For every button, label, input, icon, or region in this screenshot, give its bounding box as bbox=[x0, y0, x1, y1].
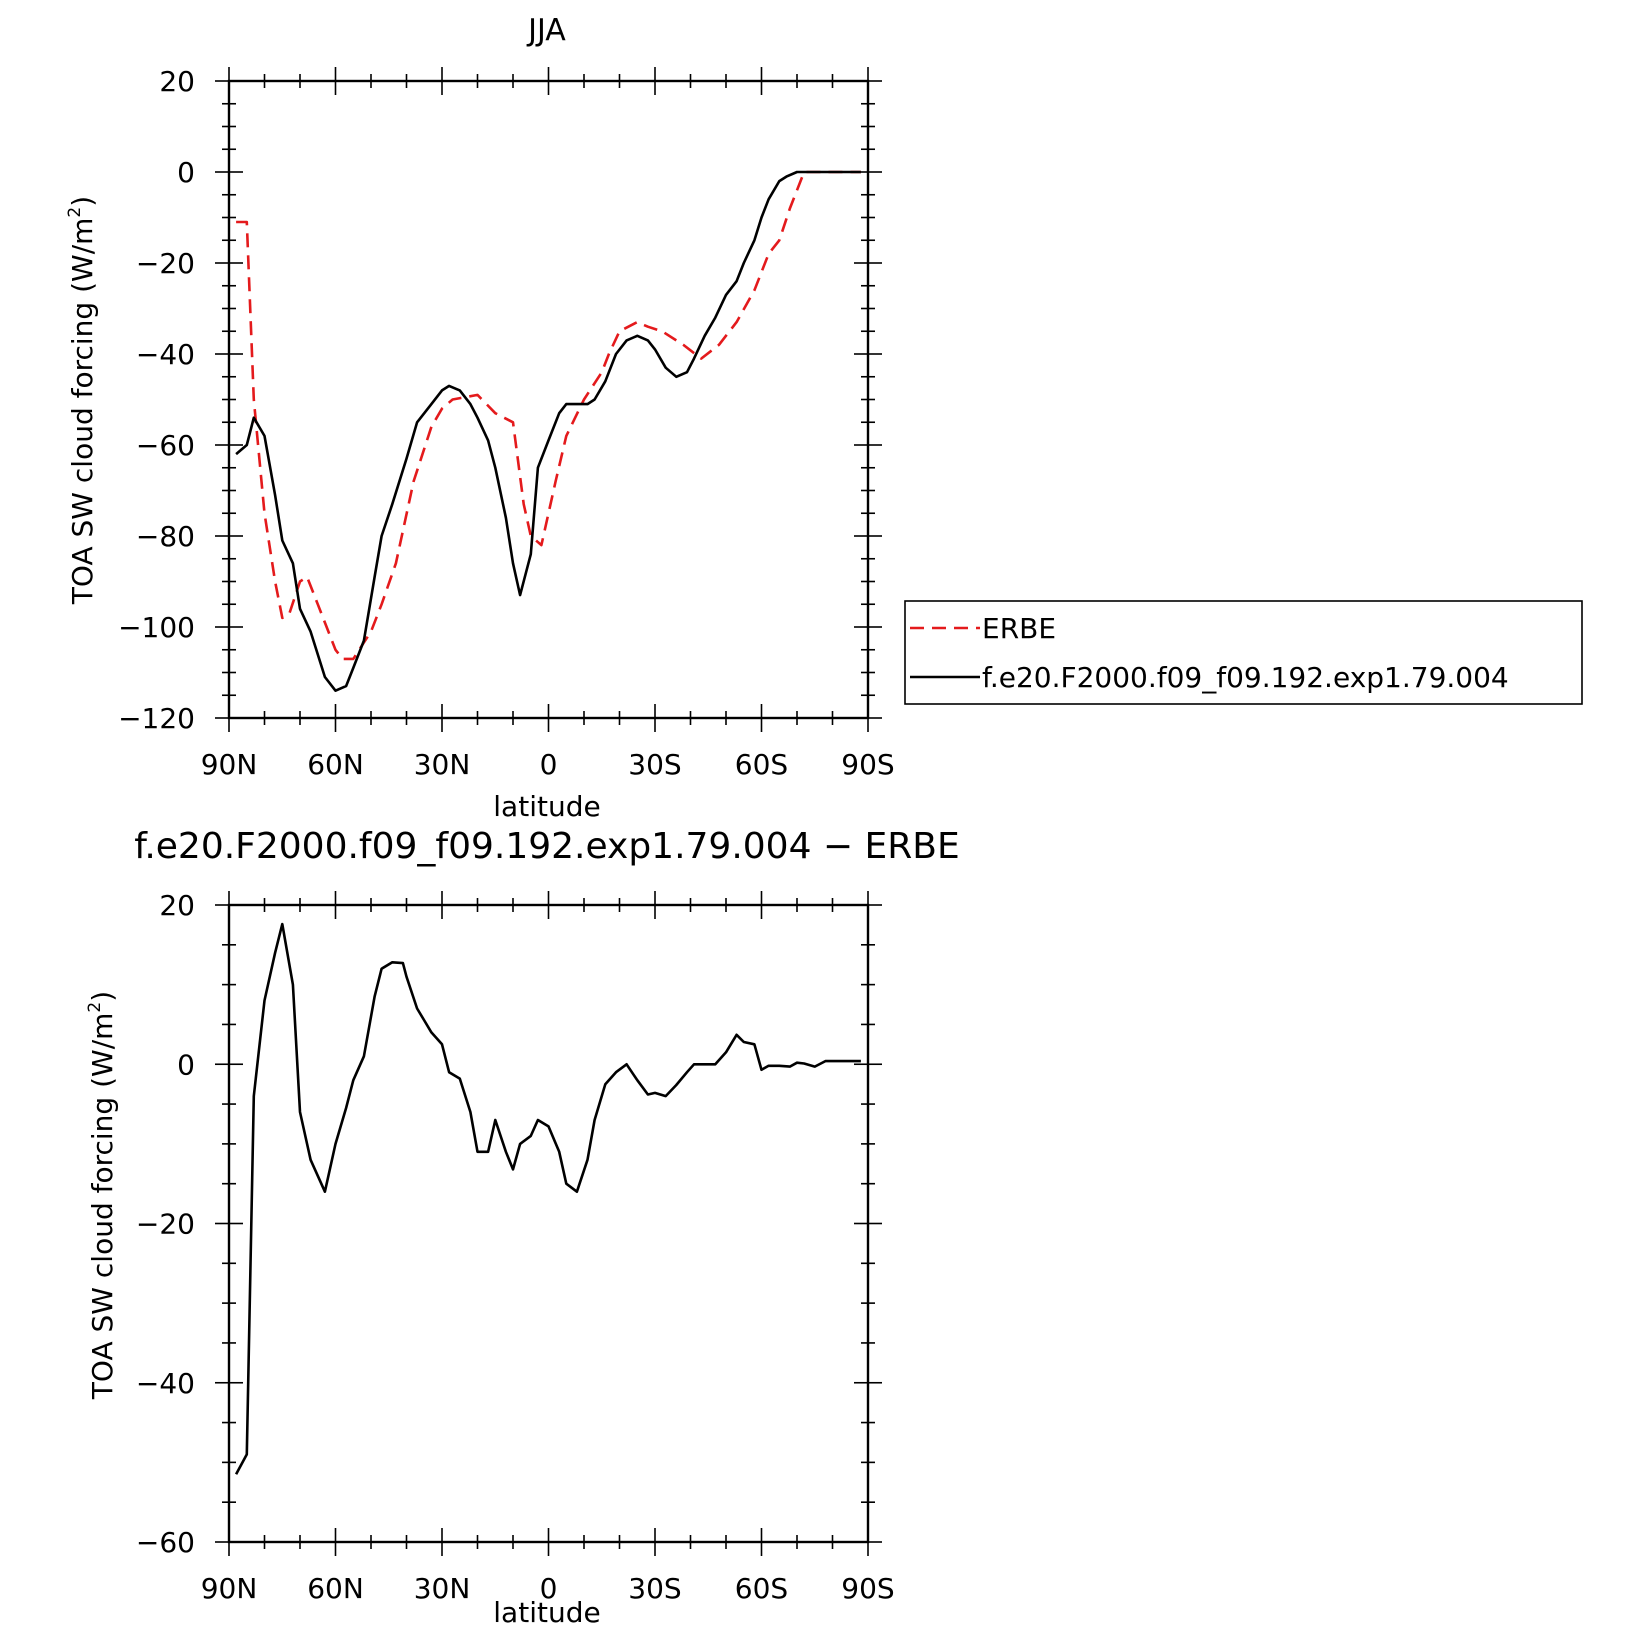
top-x-tick-label: 30N bbox=[414, 748, 471, 781]
top-y-tick-label: 20 bbox=[159, 65, 195, 98]
bottom-y-axis-label: TOA SW cloud forcing (W/m2) bbox=[85, 991, 119, 1400]
top-chart-title: JJA bbox=[526, 13, 566, 48]
bottom-y-tick-label: −60 bbox=[136, 1526, 195, 1559]
top-y-tick-label: −120 bbox=[118, 702, 195, 735]
legend-label-erbe: ERBE bbox=[982, 612, 1056, 645]
top-series-line-0 bbox=[236, 170, 861, 661]
bottom-y-tick-label: −20 bbox=[136, 1208, 195, 1241]
top-x-tick-label: 30S bbox=[628, 748, 681, 781]
bottom-chart-title: f.e20.F2000.f09_f09.192.exp1.79.004 − ER… bbox=[134, 826, 959, 867]
legend-box bbox=[904, 600, 1583, 705]
bottom-x-tick-label: 60S bbox=[735, 1572, 788, 1605]
bottom-x-tick-label: 90S bbox=[841, 1572, 894, 1605]
bottom-series-line-0 bbox=[234, 922, 861, 1475]
top-y-axis-label: TOA SW cloud forcing (W/m2) bbox=[65, 196, 99, 605]
legend-label-model: f.e20.F2000.f09_f09.192.exp1.79.004 bbox=[982, 661, 1509, 694]
top-series-line-1 bbox=[235, 170, 861, 693]
top-y-tick-label: 0 bbox=[177, 156, 195, 189]
top-x-tick-label: 90S bbox=[841, 748, 894, 781]
top-x-tick-label: 90N bbox=[201, 748, 258, 781]
top-x-tick-label: 0 bbox=[540, 748, 558, 781]
top-x-axis-label: latitude bbox=[493, 790, 600, 823]
bottom-y-axis-label-sup: 2 bbox=[85, 1002, 105, 1013]
bottom-y-tick-label: −40 bbox=[136, 1367, 195, 1400]
bottom-x-tick-label: 0 bbox=[540, 1572, 558, 1605]
top-y-tick-label: −20 bbox=[136, 247, 195, 280]
top-x-tick-label: 60N bbox=[307, 748, 364, 781]
bottom-x-tick-label: 60N bbox=[307, 1572, 364, 1605]
top-x-tick-label: 60S bbox=[735, 748, 788, 781]
legend: ERBE f.e20.F2000.f09_f09.192.exp1.79.004 bbox=[904, 600, 1583, 705]
top-y-axis-label-sup: 2 bbox=[65, 207, 85, 218]
bottom-x-axis-label: latitude bbox=[493, 1596, 600, 1629]
bottom-y-tick-label: 20 bbox=[159, 889, 195, 922]
top-panel: JJA 90N 60N 30N 0 30S 60S 90S 20 0 −20 −40 −60 −80 −1… bbox=[65, 13, 1583, 823]
bottom-x-tick-label: 30S bbox=[628, 1572, 681, 1605]
bottom-y-axis-label-tail: ) bbox=[86, 991, 119, 1002]
bottom-plot-area: 90N 60N 30N 0 30S 60S 90S 20 0 −20 −40 −60 bbox=[136, 889, 895, 1605]
top-plot-area: 90N 60N 30N 0 30S 60S 90S 20 0 −20 −40 −60 −80 −100 −1… bbox=[118, 65, 895, 781]
top-y-tick-label: −60 bbox=[136, 429, 195, 462]
bottom-y-tick-label: 0 bbox=[177, 1048, 195, 1081]
bottom-panel: f.e20.F2000.f09_f09.192.exp1.79.004 − ER… bbox=[85, 826, 960, 1629]
bottom-x-tick-label: 30N bbox=[414, 1572, 471, 1605]
top-y-tick-label: −40 bbox=[136, 338, 195, 371]
top-y-axis-label-main: TOA SW cloud forcing (W/m bbox=[66, 218, 99, 606]
top-y-axis-label-tail: ) bbox=[66, 196, 99, 207]
bottom-y-axis-label-main: TOA SW cloud forcing (W/m bbox=[86, 1013, 119, 1401]
bottom-plot-frame bbox=[227, 903, 870, 1544]
bottom-x-tick-label: 90N bbox=[201, 1572, 258, 1605]
top-y-tick-label: −80 bbox=[136, 520, 195, 553]
top-y-tick-label: −100 bbox=[118, 611, 195, 644]
